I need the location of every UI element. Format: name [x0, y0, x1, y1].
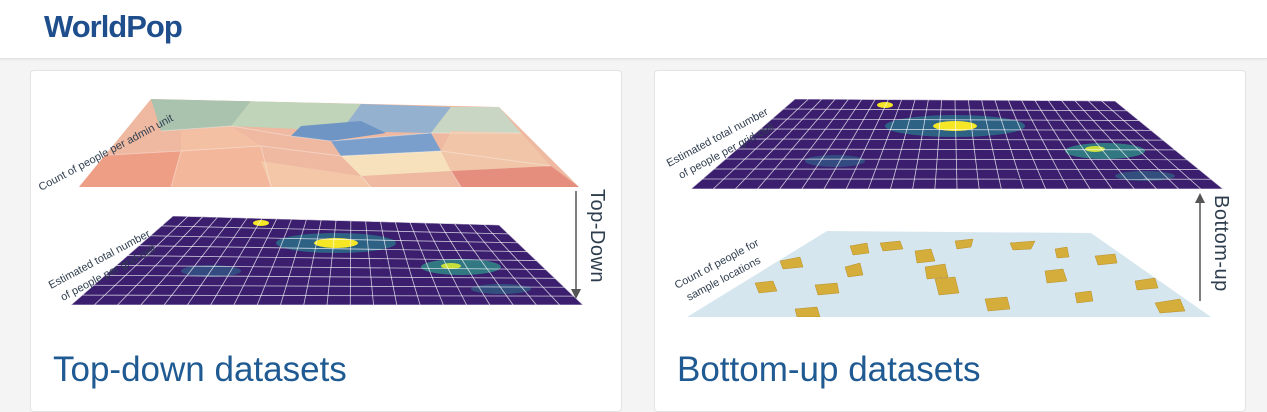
card-title-top-down[interactable]: Top-down datasets [53, 350, 347, 390]
admin-unit-layer [71, 96, 591, 191]
bottom-up-arrow-label: Bottom-up [1209, 195, 1232, 292]
grid-line [350, 221, 351, 305]
card-title-bottom-up[interactable]: Bottom-up datasets [677, 350, 981, 390]
card-top-down[interactable]: Count of people per admin unit Estimated… [30, 70, 622, 412]
top-down-illustration: Count of people per admin unit Estimated… [31, 71, 621, 341]
sample-locations-layer [685, 226, 1215, 321]
top-down-arrow-label: Top-Down [585, 189, 608, 283]
card-bottom-up[interactable]: Estimated total number of people per gri… [654, 70, 1246, 412]
worldpop-logo[interactable]: WorldPop [44, 4, 182, 50]
site-header: WorldPop [0, 0, 1267, 59]
bottom-up-illustration: Estimated total number of people per gri… [655, 71, 1245, 341]
